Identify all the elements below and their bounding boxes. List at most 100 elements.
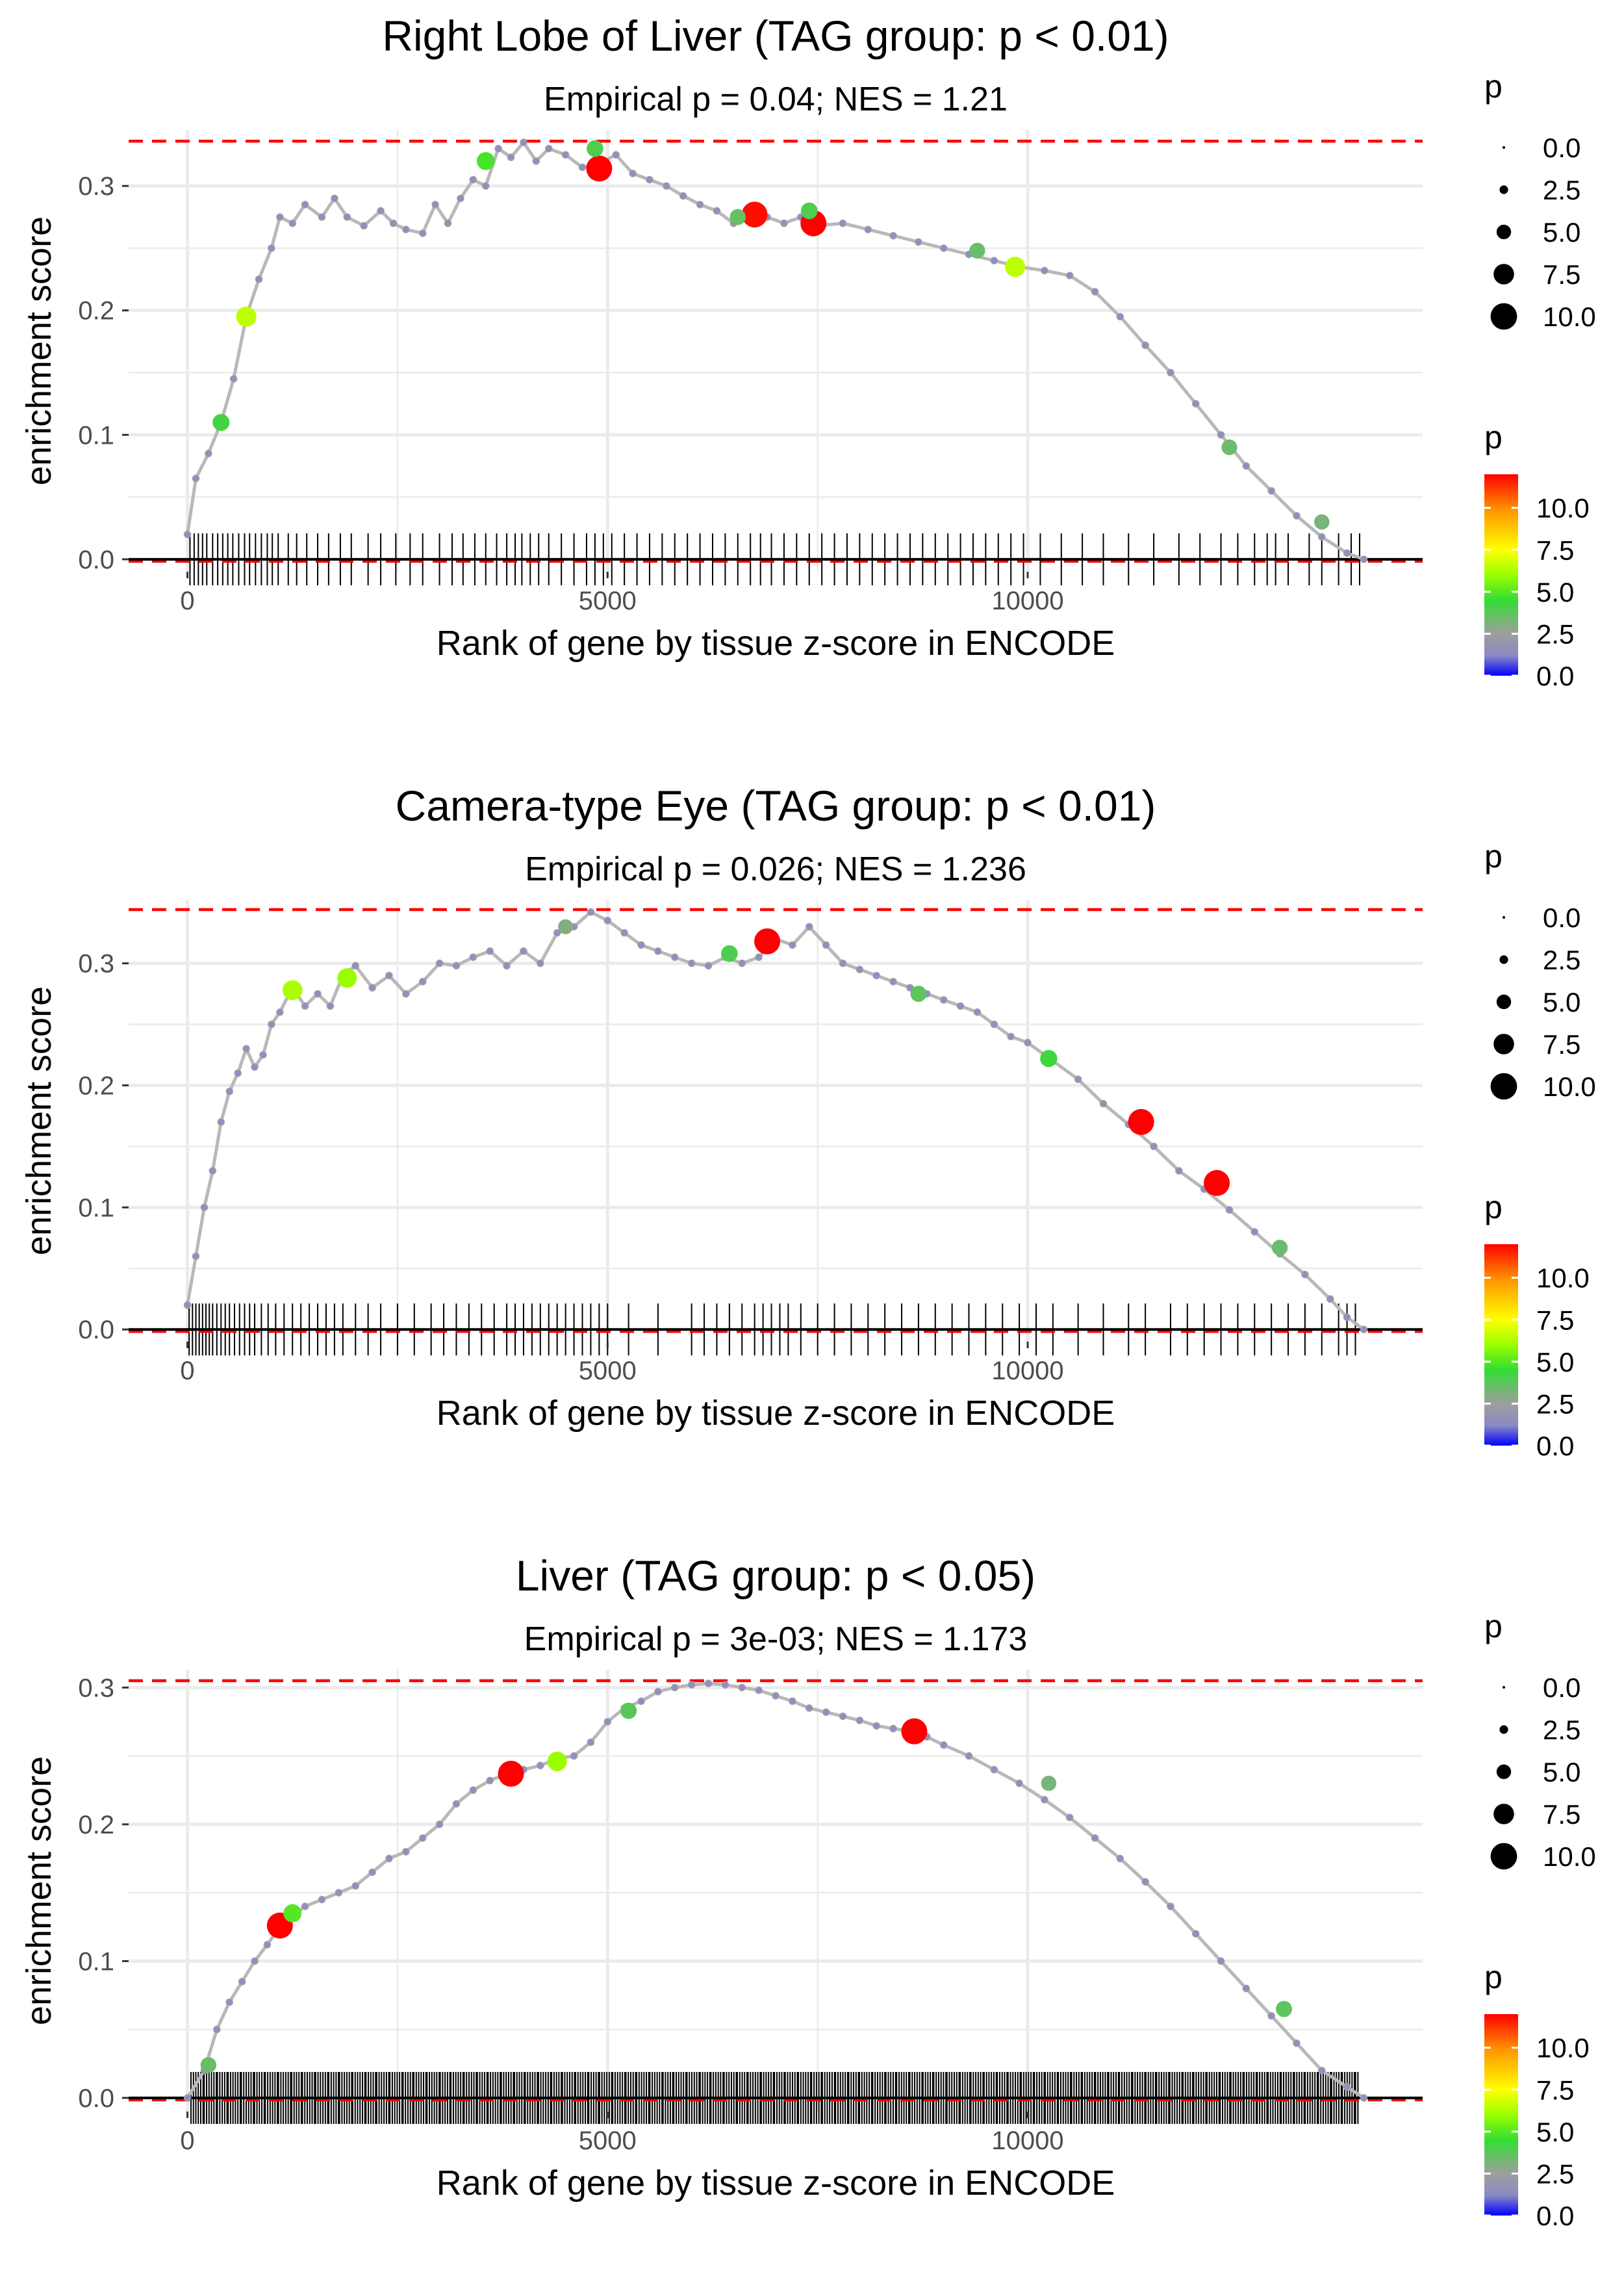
gridlines bbox=[129, 1670, 1423, 2112]
curve-point bbox=[553, 928, 561, 937]
curve-point bbox=[1099, 1099, 1108, 1108]
curve-point bbox=[1360, 2094, 1368, 2102]
size-legend-label: 7.5 bbox=[1543, 1029, 1580, 1060]
data-point bbox=[1221, 439, 1237, 455]
curve-point bbox=[360, 222, 368, 230]
curve-point bbox=[494, 144, 502, 153]
curve-point bbox=[561, 151, 570, 159]
size-legend-dot bbox=[1490, 303, 1517, 330]
chart-panel-3: Liver (TAG group: p < 0.05) Empirical p =… bbox=[19, 1552, 1596, 2231]
curve-point bbox=[789, 1697, 796, 1706]
curve-point bbox=[915, 238, 922, 246]
curve-point bbox=[687, 1681, 696, 1689]
curve-point bbox=[331, 194, 338, 203]
curve-point bbox=[956, 1002, 965, 1010]
x-tick-label: 5000 bbox=[579, 2127, 637, 2155]
curve-point bbox=[435, 959, 444, 967]
color-bar bbox=[1484, 2014, 1518, 2216]
data-point bbox=[1204, 1169, 1230, 1196]
data-point bbox=[721, 945, 738, 962]
y-tick-label: 0.2 bbox=[78, 1811, 114, 1839]
curve-point bbox=[587, 908, 595, 916]
curve-point bbox=[1167, 368, 1174, 377]
curve-point bbox=[255, 275, 263, 283]
y-tick-label: 0.1 bbox=[78, 1194, 114, 1222]
y-tick-label: 0.2 bbox=[78, 1072, 114, 1101]
size-legend-label: 7.5 bbox=[1543, 1799, 1580, 1830]
curve-point bbox=[301, 1002, 309, 1010]
curve-point bbox=[603, 1718, 612, 1726]
curve-point bbox=[839, 219, 847, 227]
curve-point bbox=[663, 182, 670, 190]
highlight-points bbox=[282, 919, 1288, 1256]
curve-point bbox=[965, 1752, 973, 1760]
data-point bbox=[901, 1718, 928, 1744]
curve-point bbox=[620, 928, 628, 937]
curve-point bbox=[1091, 288, 1099, 296]
curve-point bbox=[469, 1786, 477, 1795]
enrichment-curve bbox=[186, 910, 1365, 1331]
curve-point bbox=[1343, 1313, 1351, 1322]
curve-point bbox=[268, 244, 275, 252]
data-point bbox=[969, 242, 985, 259]
y-axis-label: enrichment score bbox=[19, 986, 58, 1255]
data-point bbox=[282, 980, 303, 1001]
data-point bbox=[730, 209, 746, 225]
data-point bbox=[547, 1752, 567, 1772]
chart-panel-1: Right Lobe of Liver (TAG group: p < 0.01… bbox=[19, 12, 1596, 691]
y-tick-label: 0.1 bbox=[78, 1947, 114, 1976]
curve-point bbox=[805, 923, 813, 931]
size-legend-title: p bbox=[1484, 1608, 1503, 1644]
curve-point bbox=[385, 971, 393, 980]
chart-panel-2: Camera-type Eye (TAG group: p < 0.01) Emp… bbox=[19, 782, 1596, 1461]
size-legend-title: p bbox=[1484, 68, 1503, 105]
curve-point bbox=[1116, 313, 1124, 321]
curve-point bbox=[738, 1683, 746, 1692]
x-tick-label: 0 bbox=[180, 587, 194, 615]
y-tick-label: 0.3 bbox=[78, 172, 114, 201]
curve-point bbox=[738, 959, 746, 967]
curve-point bbox=[251, 1957, 259, 1965]
data-point bbox=[1128, 1108, 1154, 1135]
curve-point bbox=[721, 1681, 730, 1689]
curve-point bbox=[486, 947, 494, 955]
curve-point bbox=[217, 1118, 225, 1126]
curve-point bbox=[183, 1301, 192, 1309]
curve-point bbox=[637, 941, 645, 949]
size-legend-dot bbox=[1490, 1073, 1517, 1100]
x-tick-label: 10000 bbox=[991, 2127, 1063, 2155]
curve-point bbox=[1242, 462, 1250, 470]
size-legend-dot bbox=[1490, 1843, 1517, 1870]
curve-point bbox=[603, 917, 612, 925]
curve-point bbox=[612, 151, 620, 159]
curve-point bbox=[889, 232, 897, 240]
chart-subtitle: Empirical p = 3e-03; NES = 1.173 bbox=[524, 1620, 1028, 1658]
data-point bbox=[620, 1702, 637, 1719]
curve-point bbox=[418, 1834, 427, 1842]
curve-point bbox=[1217, 1957, 1225, 1965]
color-legend-label: 7.5 bbox=[1536, 1305, 1574, 1335]
data-point bbox=[741, 201, 768, 228]
curve-point bbox=[939, 996, 948, 1004]
curve-point bbox=[755, 1686, 763, 1694]
curve-point bbox=[1242, 1984, 1250, 1993]
curve-point bbox=[805, 1704, 813, 1712]
color-legend-label: 5.0 bbox=[1536, 1347, 1574, 1377]
size-legend-dot bbox=[1493, 1034, 1514, 1054]
size-legend-dot bbox=[1493, 264, 1514, 285]
data-point bbox=[910, 986, 927, 1003]
y-tick-label: 0.1 bbox=[78, 421, 114, 450]
curve-point bbox=[973, 1008, 982, 1016]
curve-point bbox=[1301, 1270, 1309, 1279]
data-point bbox=[498, 1761, 524, 1787]
curve-point bbox=[704, 962, 713, 970]
curve-dots bbox=[183, 138, 1368, 563]
data-point bbox=[337, 968, 357, 988]
curve-point bbox=[234, 1069, 242, 1077]
legend: p 0.0 2.5 5.0 7.5 10.0 p 10.0 7.5 5.0 2.5 0.0 bbox=[1484, 838, 1596, 1461]
curve-point bbox=[889, 978, 897, 986]
size-legend-label: 5.0 bbox=[1543, 1757, 1580, 1787]
curve-point bbox=[1326, 1295, 1334, 1303]
curve-point bbox=[351, 962, 359, 970]
